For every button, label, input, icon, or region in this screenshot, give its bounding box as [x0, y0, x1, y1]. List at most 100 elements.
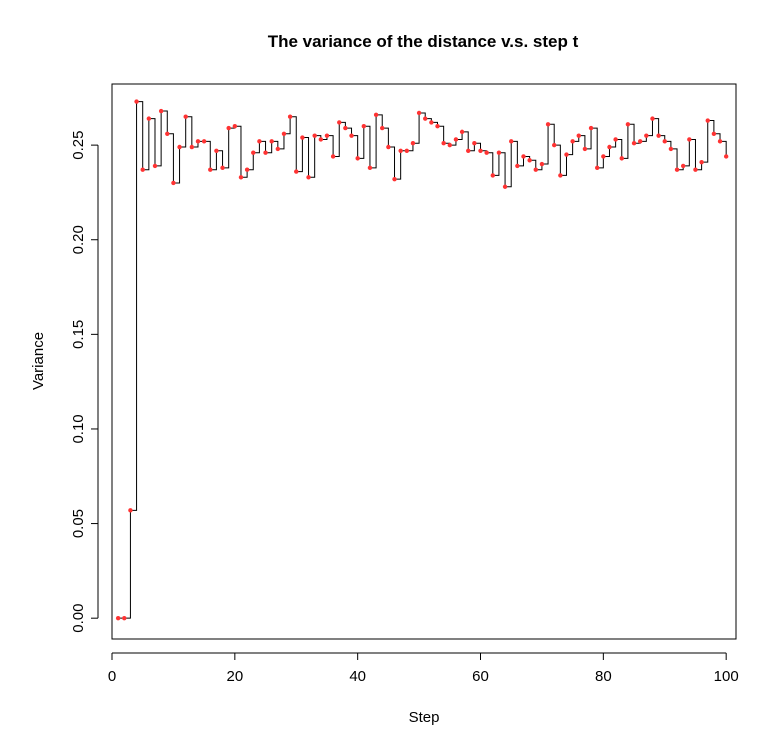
x-tick-label: 100: [714, 668, 739, 685]
data-point: [158, 108, 164, 114]
x-tick-label: 40: [349, 668, 366, 685]
data-point: [183, 114, 188, 119]
plot-frame: [111, 83, 737, 640]
data-point: [226, 125, 231, 131]
data-point: [631, 141, 637, 146]
data-point: [404, 148, 410, 153]
data-point: [582, 146, 588, 152]
data-point: [134, 99, 139, 104]
data-point: [337, 120, 342, 125]
data-point: [478, 148, 483, 153]
data-point: [699, 159, 704, 165]
data-point: [509, 139, 514, 144]
data-point: [594, 165, 600, 171]
data-point: [115, 615, 121, 621]
x-tick-label: 0: [108, 668, 116, 685]
data-point: [607, 144, 612, 150]
data-points: [115, 99, 729, 621]
data-point: [423, 116, 428, 121]
data-point: [122, 615, 127, 621]
data-point: [570, 139, 575, 144]
data-point: [146, 116, 152, 121]
y-tick-label: 0.25: [70, 131, 87, 160]
data-point: [693, 167, 698, 172]
data-point: [294, 169, 299, 174]
data-point: [300, 135, 305, 140]
data-point: [459, 129, 465, 135]
data-point: [140, 167, 145, 172]
data-point: [545, 122, 551, 127]
data-point: [502, 184, 508, 189]
data-point: [650, 116, 655, 121]
data-point: [392, 176, 397, 182]
data-point: [619, 156, 624, 161]
data-point: [668, 146, 674, 152]
data-point: [220, 165, 225, 171]
data-point: [625, 122, 631, 127]
data-point: [687, 137, 692, 142]
data-point: [398, 148, 403, 153]
data-point: [208, 167, 213, 172]
data-point: [263, 150, 268, 155]
data-point: [361, 123, 367, 129]
data-point: [251, 150, 256, 155]
data-point: [601, 154, 606, 159]
x-tick-label: 60: [472, 668, 489, 685]
data-point: [312, 133, 317, 138]
data-point: [527, 158, 532, 163]
y-tick-label: 0.10: [70, 414, 87, 443]
data-point: [637, 139, 643, 144]
data-point: [539, 161, 545, 167]
data-point: [238, 175, 244, 180]
data-point: [380, 125, 385, 131]
data-point: [496, 150, 502, 155]
data-point: [717, 139, 723, 144]
data-point: [287, 114, 293, 119]
y-tick-label: 0.00: [70, 604, 87, 633]
data-point: [177, 144, 182, 150]
y-tick-label: 0.15: [70, 320, 87, 349]
data-point: [165, 131, 170, 136]
data-point: [447, 142, 452, 148]
data-point: [429, 120, 434, 125]
data-point: [410, 141, 416, 146]
data-point: [232, 123, 238, 129]
data-point: [324, 133, 330, 138]
data-point: [533, 167, 538, 172]
data-point: [244, 167, 250, 172]
data-point: [416, 110, 422, 116]
data-point: [552, 142, 557, 148]
data-point: [214, 148, 219, 153]
data-point: [367, 165, 373, 171]
chart-title: The variance of the distance v.s. step t: [268, 32, 579, 51]
data-point: [674, 167, 680, 172]
data-point: [435, 123, 440, 129]
data-point: [441, 141, 446, 146]
data-point: [386, 144, 391, 150]
data-point: [275, 146, 281, 152]
data-point: [343, 125, 348, 131]
data-point: [564, 152, 569, 157]
data-point: [588, 125, 594, 131]
data-point: [515, 163, 520, 169]
data-point: [152, 163, 158, 169]
data-point: [201, 139, 207, 144]
data-point: [306, 175, 311, 180]
data-point: [705, 118, 710, 123]
y-tick-label: 0.05: [70, 509, 87, 538]
data-point: [281, 131, 287, 136]
data-point: [318, 137, 324, 142]
data-point: [490, 173, 495, 178]
data-point: [662, 139, 667, 144]
data-point: [521, 154, 526, 159]
data-point: [453, 137, 459, 142]
data-point: [576, 133, 581, 138]
data-point: [680, 163, 686, 169]
data-point: [373, 112, 379, 118]
data-point: [644, 133, 649, 138]
data-point: [171, 180, 176, 186]
data-point: [711, 131, 717, 136]
y-tick-label: 0.20: [70, 225, 87, 254]
data-point: [349, 133, 354, 138]
